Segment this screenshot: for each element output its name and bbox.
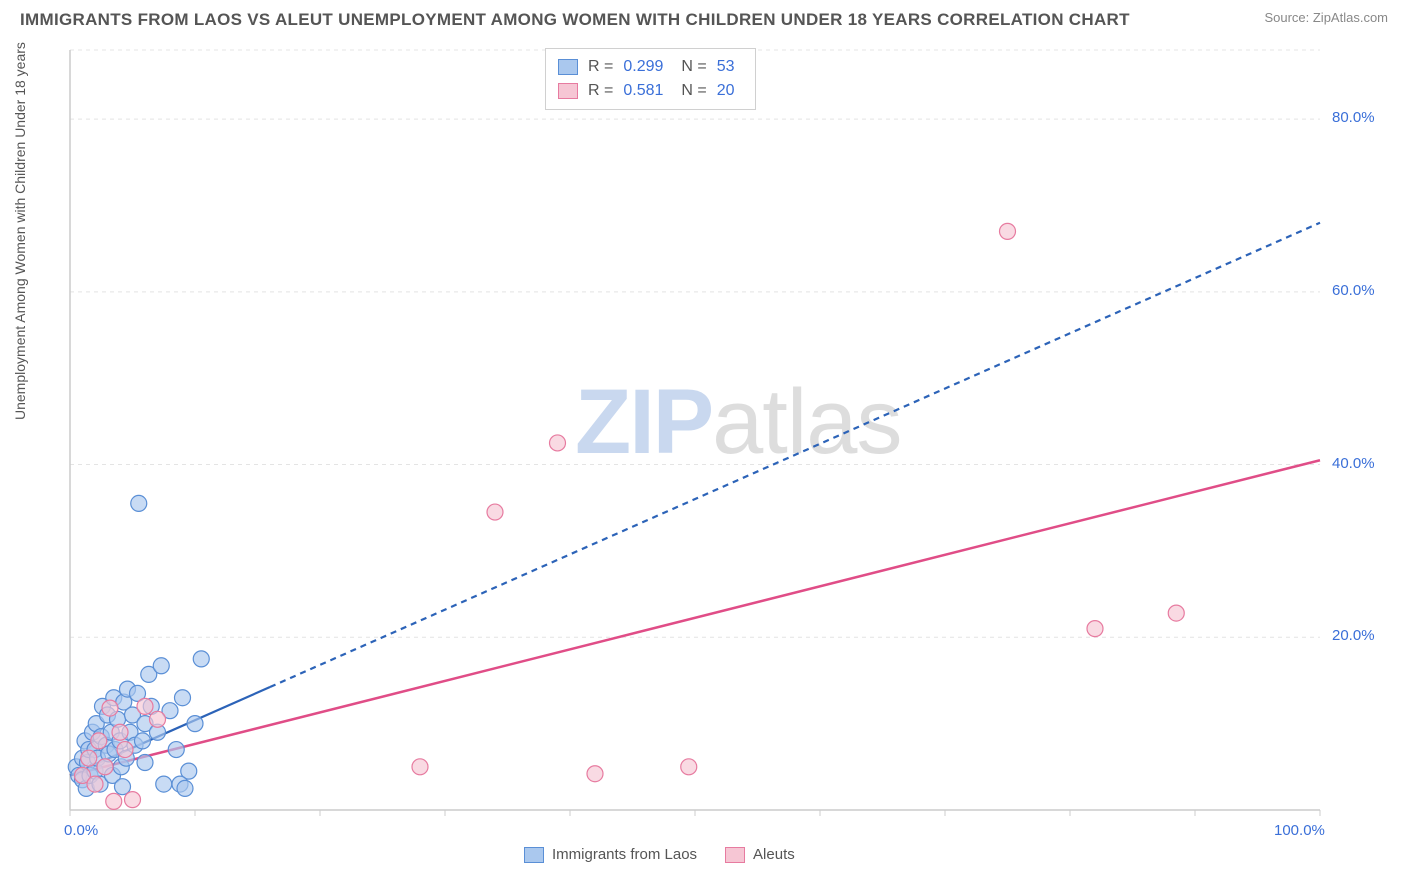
series-legend: Immigrants from Laos Aleuts (524, 846, 795, 863)
series-swatch (725, 847, 745, 863)
r-label: R = (588, 55, 613, 79)
series-swatch (558, 83, 578, 99)
axis-tick-label: 100.0% (1274, 822, 1325, 839)
series-swatch (524, 847, 544, 863)
stats-row: R = 0.299 N = 53 (558, 55, 743, 79)
legend-label: Aleuts (753, 846, 795, 863)
n-value: 53 (717, 55, 735, 79)
y-axis-label: Unemployment Among Women with Children U… (12, 42, 28, 420)
n-label: N = (681, 55, 706, 79)
legend-item: Aleuts (725, 846, 795, 863)
axis-tick-label: 40.0% (1332, 455, 1375, 472)
axis-tick-label: 0.0% (64, 822, 98, 839)
r-value: 0.581 (623, 79, 663, 103)
scatter-chart (60, 40, 1380, 830)
axis-tick-label: 20.0% (1332, 627, 1375, 644)
source-label: Source: ZipAtlas.com (1264, 10, 1388, 25)
r-label: R = (588, 79, 613, 103)
n-value: 20 (717, 79, 735, 103)
chart-title: IMMIGRANTS FROM LAOS VS ALEUT UNEMPLOYME… (20, 10, 1130, 30)
n-label: N = (681, 79, 706, 103)
axis-tick-label: 60.0% (1332, 282, 1375, 299)
series-swatch (558, 59, 578, 75)
correlation-stats-box: R = 0.299 N = 53 R = 0.581 N = 20 (545, 48, 756, 110)
stats-row: R = 0.581 N = 20 (558, 79, 743, 103)
legend-item: Immigrants from Laos (524, 846, 697, 863)
r-value: 0.299 (623, 55, 663, 79)
legend-label: Immigrants from Laos (552, 846, 697, 863)
axis-tick-label: 80.0% (1332, 109, 1375, 126)
